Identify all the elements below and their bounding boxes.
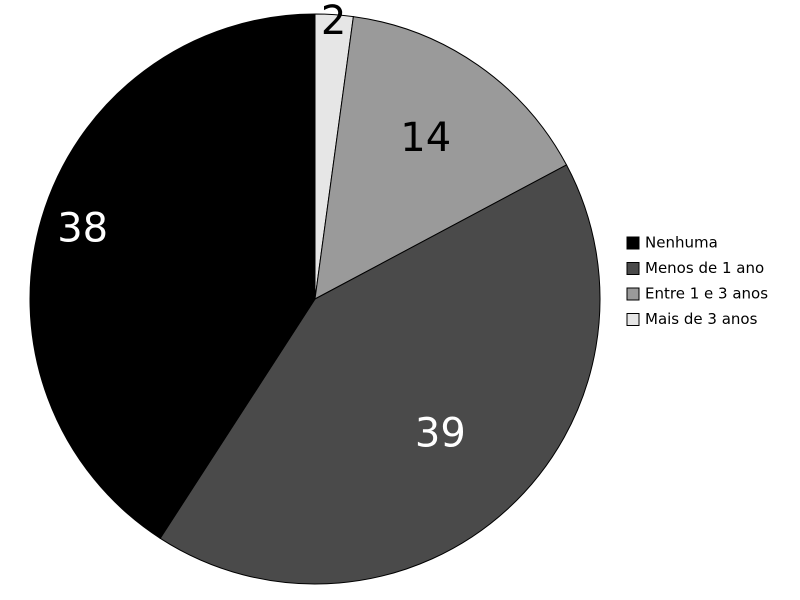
slice-value-label: 39 <box>415 410 466 456</box>
pie-slice-labels: 2 14 39 38 <box>57 0 466 456</box>
pie-slice-menos-de-1-ano <box>159 164 601 585</box>
legend-label: Mais de 3 anos <box>645 310 758 328</box>
legend-swatch <box>626 262 640 275</box>
legend-swatch <box>626 313 640 326</box>
legend-label: Nenhuma <box>645 234 718 252</box>
legend-swatch <box>626 287 640 301</box>
pie-slice-nenhuma <box>29 13 316 539</box>
pie-slice-entre-1-e-3-anos <box>314 16 568 300</box>
legend-label: Entre 1 e 3 anos <box>645 285 768 303</box>
pie-slices <box>29 13 601 585</box>
legend: Nenhuma Menos de 1 ano Entre 1 e 3 anos Mai… <box>626 234 768 328</box>
slice-value-label: 14 <box>400 115 451 161</box>
slice-value-label: 38 <box>57 205 108 251</box>
slice-value-label: 2 <box>321 0 346 44</box>
legend-swatch <box>626 236 640 250</box>
legend-label: Menos de 1 ano <box>645 259 764 277</box>
